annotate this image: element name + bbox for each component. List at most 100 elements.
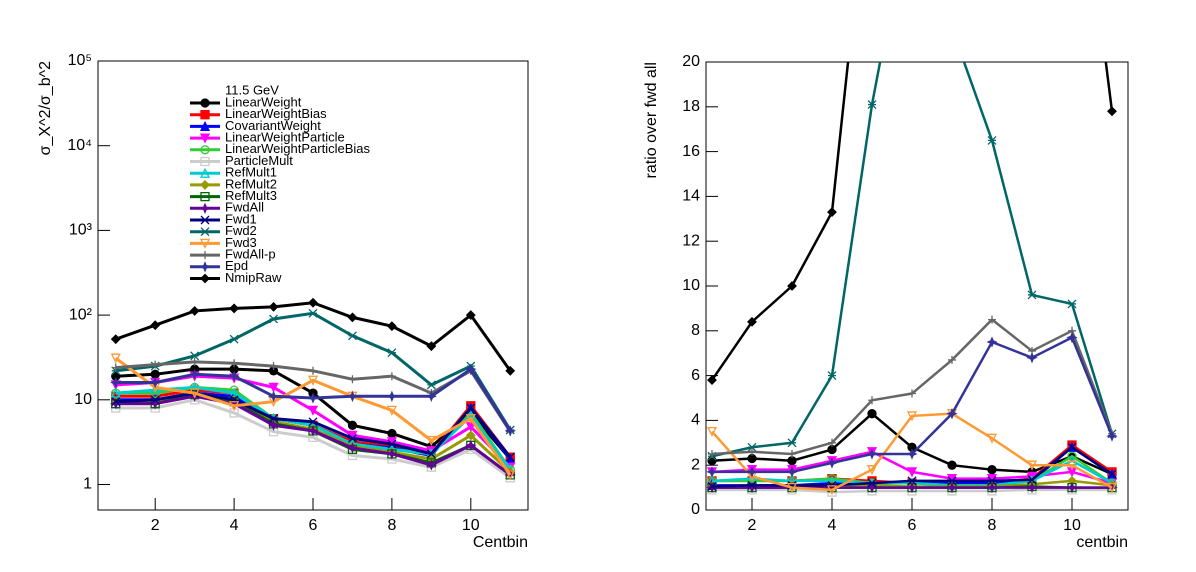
legend-marker [200, 191, 210, 202]
legend-label: Fwd3 [225, 235, 257, 250]
data-point [827, 444, 837, 455]
data-point [151, 360, 160, 369]
data-point [706, 426, 718, 438]
y-tick-label: 10⁵ [68, 52, 92, 69]
legend-label: Epd [225, 258, 248, 273]
data-point [986, 433, 998, 444]
legend-label: NmipRaw [225, 270, 282, 285]
data-point [347, 430, 358, 441]
data-point [229, 408, 239, 418]
data-point [1066, 331, 1078, 344]
data-point [1066, 481, 1078, 494]
data-point [189, 388, 200, 399]
legend-label: CovariantWeight [225, 118, 321, 133]
data-point [1067, 442, 1077, 452]
data-point [948, 355, 956, 364]
legend-title: 11.5 GeV [225, 82, 279, 97]
x-axis-label: centbin [1076, 534, 1128, 551]
data-point [747, 316, 757, 327]
data-point [347, 312, 358, 323]
data-point [465, 363, 477, 375]
y-tick-label: 0 [691, 501, 700, 518]
data-point [150, 369, 160, 379]
data-point [309, 366, 317, 375]
data-point [307, 405, 319, 416]
data-point [267, 390, 280, 402]
data-point [466, 403, 476, 413]
data-point [149, 398, 161, 410]
data-point [267, 419, 280, 431]
y-tick-label: 2 [691, 456, 700, 473]
data-point [1067, 451, 1077, 461]
data-point [465, 310, 476, 321]
y-tick-label: 12 [682, 232, 700, 249]
legend-marker [201, 251, 209, 260]
data-point [504, 425, 516, 437]
data-point [229, 303, 240, 314]
data-point [947, 460, 957, 470]
y-tick-label: 6 [691, 367, 700, 384]
x-tick-label: 6 [908, 517, 917, 534]
data-point [386, 448, 398, 460]
legend-marker [199, 202, 211, 214]
data-point [986, 336, 998, 348]
data-point [947, 482, 957, 493]
y-tick-label: 8 [691, 322, 700, 339]
data-point [149, 376, 161, 389]
data-point [150, 384, 161, 395]
data-point [707, 375, 717, 385]
legend-marker [200, 145, 210, 155]
data-point [827, 371, 837, 381]
data-point [230, 359, 239, 368]
legend-label: Fwd1 [225, 211, 257, 226]
data-point [786, 466, 798, 478]
data-point [189, 306, 200, 316]
legend-label: LinearWeightParticleBias [225, 141, 370, 156]
x-tick-label: 4 [230, 517, 239, 534]
data-point [347, 420, 358, 430]
data-point [866, 465, 878, 476]
data-point [387, 372, 396, 381]
data-point [787, 456, 797, 466]
y-tick-label: 10² [69, 306, 93, 323]
data-point [111, 397, 121, 407]
data-point [268, 382, 279, 393]
data-point [788, 450, 796, 458]
data-point [505, 452, 515, 462]
data-point [110, 353, 121, 364]
data-point [908, 389, 916, 398]
x-tick-label: 8 [988, 517, 997, 534]
y-tick-label: 10³ [69, 222, 93, 239]
data-point [1027, 475, 1037, 485]
data-point [906, 448, 918, 460]
data-point [827, 207, 837, 217]
legend-label: LinearWeightParticle [225, 130, 345, 145]
data-point [787, 438, 797, 448]
data-point [1066, 460, 1078, 471]
data-point [346, 442, 359, 454]
data-point [190, 357, 199, 366]
data-point [347, 433, 357, 443]
data-point [946, 481, 958, 494]
data-point [229, 364, 239, 374]
data-point [826, 485, 838, 496]
data-point [307, 425, 319, 437]
data-point [387, 449, 397, 459]
data-point [1067, 299, 1077, 309]
legend-marker [200, 215, 210, 225]
y-tick-label: 18 [682, 98, 700, 115]
series-line [711, 412, 1113, 492]
legend-label: RefMult2 [225, 176, 277, 191]
data-point [307, 392, 319, 404]
x-axis-label: Centbin [473, 534, 528, 551]
data-point [426, 380, 436, 390]
legend-label: FwdAll [225, 200, 264, 215]
data-point [1026, 460, 1038, 471]
data-point [1026, 352, 1038, 364]
data-point [426, 341, 437, 352]
data-point [746, 466, 758, 478]
data-point [906, 411, 918, 422]
data-point [189, 368, 201, 380]
data-point [387, 439, 397, 449]
